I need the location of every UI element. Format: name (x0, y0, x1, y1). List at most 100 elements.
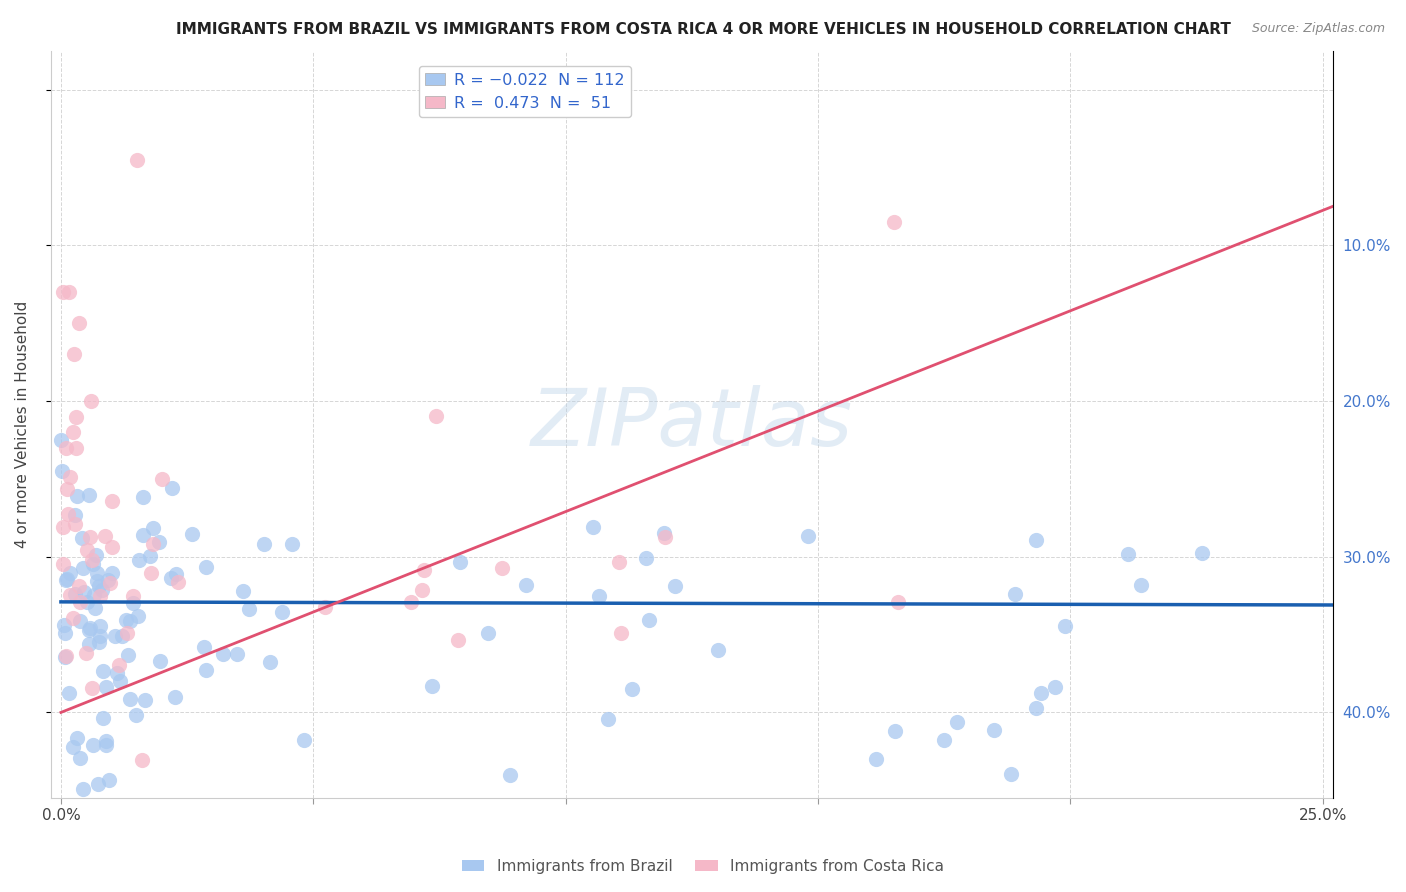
Point (101, 566, 124, 580)
Point (114, 614, 136, 628)
Point (253, 537, 276, 551)
Point (72, 781, 94, 796)
Point (77, 623, 100, 637)
Point (515, 577, 537, 591)
Point (89, 619, 111, 633)
Point (67, 316, 90, 330)
Point (160, 571, 183, 585)
Point (638, 613, 661, 627)
Point (118, 614, 141, 628)
Point (63, 347, 86, 361)
Point (195, 560, 218, 574)
Point (446, 632, 468, 647)
Point (69, 615, 91, 629)
Point (117, 648, 139, 662)
Point (108, 673, 131, 688)
Point (52, 558, 75, 572)
Point (63, 508, 86, 522)
Point (413, 563, 436, 577)
Point (49, 433, 72, 447)
Point (100, 575, 122, 590)
Point (883, 724, 905, 739)
Point (58, 507, 80, 521)
Point (193, 640, 215, 654)
Point (84, 548, 107, 562)
Point (422, 679, 444, 693)
Point (86, 566, 108, 580)
Point (1000, 767, 1022, 781)
Point (610, 626, 633, 640)
Point (62, 425, 84, 439)
Point (148, 654, 170, 668)
Point (76, 595, 98, 609)
Point (132, 528, 155, 542)
Point (53, 617, 76, 632)
Point (69, 751, 91, 765)
Point (86, 574, 108, 588)
Point (620, 681, 643, 696)
Point (134, 693, 156, 707)
Point (90, 583, 112, 598)
Point (1029, 686, 1052, 700)
Point (79, 621, 101, 635)
Point (582, 520, 605, 534)
Legend: Immigrants from Brazil, Immigrants from Costa Rica: Immigrants from Brazil, Immigrants from … (456, 853, 950, 880)
Point (411, 583, 433, 598)
Point (111, 628, 134, 642)
Point (101, 493, 124, 508)
Point (138, 549, 160, 564)
Point (865, 752, 887, 766)
Point (225, 648, 247, 662)
Point (165, 690, 187, 704)
Point (127, 608, 149, 623)
Point (55, 648, 77, 663)
Point (65, 587, 87, 601)
Point (87, 776, 110, 790)
Point (259, 655, 281, 669)
Point (51, 464, 73, 478)
Point (607, 555, 630, 569)
Point (82, 557, 104, 571)
Point (55, 650, 77, 665)
Point (55, 573, 77, 587)
Point (82, 553, 104, 567)
Point (76, 543, 98, 558)
Point (707, 643, 730, 657)
Point (652, 525, 675, 540)
Point (796, 529, 818, 543)
Point (70, 531, 93, 545)
Point (79, 530, 101, 544)
Text: ZIPatlas: ZIPatlas (530, 385, 853, 463)
Point (281, 536, 304, 550)
Point (292, 733, 315, 747)
Legend: R = −0.022  N = 112, R =  0.473  N =  51: R = −0.022 N = 112, R = 0.473 N = 51 (419, 66, 631, 117)
Point (596, 712, 619, 726)
Point (94, 738, 117, 752)
Point (1130, 578, 1153, 592)
Point (195, 663, 218, 677)
Point (83, 588, 105, 602)
Point (87, 635, 110, 649)
Point (62, 611, 84, 625)
Point (231, 584, 253, 599)
Point (1043, 680, 1066, 694)
Point (94, 529, 117, 543)
Point (491, 561, 513, 575)
Point (425, 409, 447, 423)
Point (142, 521, 165, 535)
Point (654, 530, 676, 544)
Point (77, 487, 100, 501)
Point (75, 646, 97, 660)
Point (932, 733, 955, 747)
Point (69, 594, 91, 608)
Point (1025, 701, 1047, 715)
Point (122, 589, 145, 603)
Point (94, 734, 117, 748)
Point (1116, 547, 1139, 561)
Point (588, 589, 610, 603)
Point (636, 550, 658, 565)
Point (80, 394, 103, 409)
Point (271, 605, 294, 619)
Point (94, 680, 117, 694)
Point (148, 535, 170, 549)
